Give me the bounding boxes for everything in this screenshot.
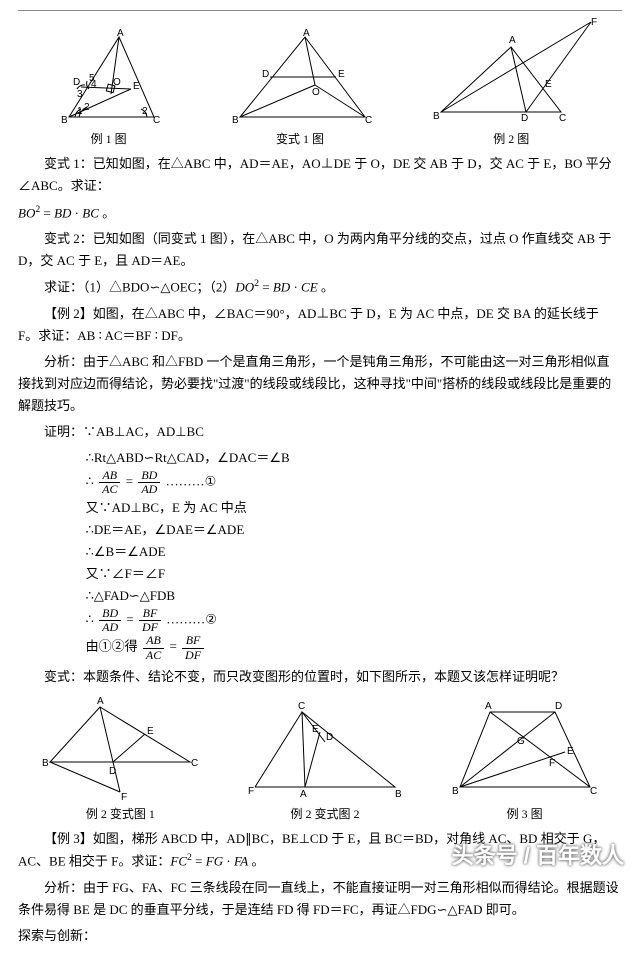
svg-text:F: F [549,758,555,769]
proof-l7: 又∵∠F＝∠F [18,563,622,585]
svg-text:F: F [248,786,254,797]
svg-text:A: A [303,28,310,39]
svg-text:G: G [517,736,525,747]
eq-bo2: BO2 = BD · BC 。 [18,202,622,224]
p-var-note: 变式：本题条件、结论不变，而只改变图形的位置时，如下图所示，本题又该怎样证明呢？ [18,666,622,688]
svg-text:3: 3 [77,89,83,100]
p-var1: 变式 1：已知如图，在△ABC 中，AD＝AE，AO⊥DE 于 O，DE 交 A… [18,153,622,197]
svg-text:O: O [113,77,121,88]
svg-text:E: E [147,726,154,737]
fig2-svg: A B C D E O [220,27,380,127]
proof-l8: ∴△FAD∽△FDB [18,585,622,607]
figure-row-2: A B C D E F 例 2 变式图 1 A B C D E F 例 2 变式… [18,692,622,824]
svg-text:D: D [262,69,269,80]
frac3: ABAC [143,634,164,661]
svg-text:C: C [590,786,597,797]
fig2-2: A B C D E F 例 2 变式图 2 [240,692,410,824]
svg-text:C: C [559,113,566,124]
top-rule [18,10,622,11]
fig3-svg: A B C D E F [421,17,601,127]
proof-l4: 又∵AD⊥BC，E 为 AC 中点 [18,497,622,519]
svg-text:C: C [191,758,198,769]
fig2-2-svg: A B C D E F [240,692,410,802]
proof-l10: 由①②得 ABAC = BFDF [18,634,622,661]
svg-text:D: D [555,701,562,712]
proof-l6: ∴∠B＝∠ADE [18,541,622,563]
svg-text:A: A [300,789,307,800]
svg-text:E: E [312,724,319,735]
fig2-1: A B C D E F 例 2 变式图 1 [35,692,205,824]
figure-row-1: A B C D E O 1 2 2 3 4 5 例 1 图 A B C [18,17,622,149]
proof-l3: ∴ ABAC = BDAD ………① [18,469,622,496]
proof-l2: ∴Rt△ABD∽Rt△CAD，∠DAC＝∠B [18,447,622,469]
svg-text:A: A [509,35,516,46]
fig2-cap: 变式 1 图 [276,129,324,149]
svg-text:B: B [433,111,440,122]
proof-l1: 证明：∵AB⊥AC，AD⊥BC [18,421,622,443]
svg-text:A: A [117,28,124,39]
fig3b-cap: 例 3 图 [507,804,543,824]
svg-text:2: 2 [142,106,148,117]
p-ex3: 【例 3】如图，梯形 ABCD 中，AD∥BC，BE⊥CD 于 E，且 BC＝B… [18,828,622,873]
svg-text:A: A [97,696,104,707]
fig2-2-cap: 例 2 变式图 2 [290,804,359,824]
svg-text:B: B [42,758,49,769]
fig2-1-cap: 例 2 变式图 1 [86,804,155,824]
svg-text:B: B [395,789,402,800]
p-ex2: 【例 2】如图，在△ABC 中，∠BAC＝90°，AD⊥BC 于 D，E 为 A… [18,303,622,347]
fig2: A B C D E O 变式 1 图 [220,27,380,149]
svg-text:E: E [567,746,574,757]
svg-text:D: D [109,766,116,777]
fig3b-svg: A D B C E F G [445,692,605,802]
fig1-cap: 例 1 图 [91,129,127,149]
svg-text:C: C [365,115,372,126]
proof-l5: ∴DE＝AE，∠DAE＝∠ADE [18,519,622,541]
p-ex2-ana: 分析：由于△ABC 和△FBD 一个是直角三角形，一个是钝角三角形，不可能由这一… [18,351,622,417]
svg-text:2: 2 [84,102,90,113]
svg-text:1: 1 [77,106,83,117]
frac2: BDAD [99,607,121,634]
svg-text:D: D [73,77,80,88]
svg-text:F: F [121,792,127,802]
svg-text:A: A [485,701,492,712]
fig1: A B C D E O 1 2 2 3 4 5 例 1 图 [39,27,179,149]
svg-text:F: F [591,17,597,28]
svg-text:E: E [133,81,140,92]
fig1-svg: A B C D E O 1 2 2 3 4 5 [39,27,179,127]
svg-text:O: O [312,87,320,98]
svg-text:C: C [153,115,160,126]
svg-text:5: 5 [89,73,95,84]
svg-text:E: E [338,69,345,80]
p-var2: 变式 2：已知如图（同变式 1 图），在△ABC 中，O 为两内角平分线的交点，… [18,228,622,272]
fig3: A B C D E F 例 2 图 [421,17,601,149]
svg-text:B: B [61,115,68,126]
p-ex3-ana: 分析：由于 FG、FA、FC 三条线段在同一直线上，不能直接证明一对三角形相似而… [18,877,622,921]
svg-text:B: B [452,786,459,797]
svg-text:E: E [545,79,552,90]
frac1: ABAC [99,469,120,496]
p-var2-q: 求证：（1）△BDO∽△OEC；（2）DO2 = BD · CE 。 [18,276,622,298]
svg-text:D: D [521,113,528,124]
fig2-1-svg: A B C D E F [35,692,205,802]
p-explore: 探索与创新： [18,925,622,947]
svg-text:B: B [232,115,239,126]
fig3b: A D B C E F G 例 3 图 [445,692,605,824]
svg-text:C: C [298,701,305,712]
fig3-cap: 例 2 图 [493,129,529,149]
proof-l9: ∴ BDAD = BFDF ………② [18,607,622,634]
svg-text:D: D [326,732,333,743]
